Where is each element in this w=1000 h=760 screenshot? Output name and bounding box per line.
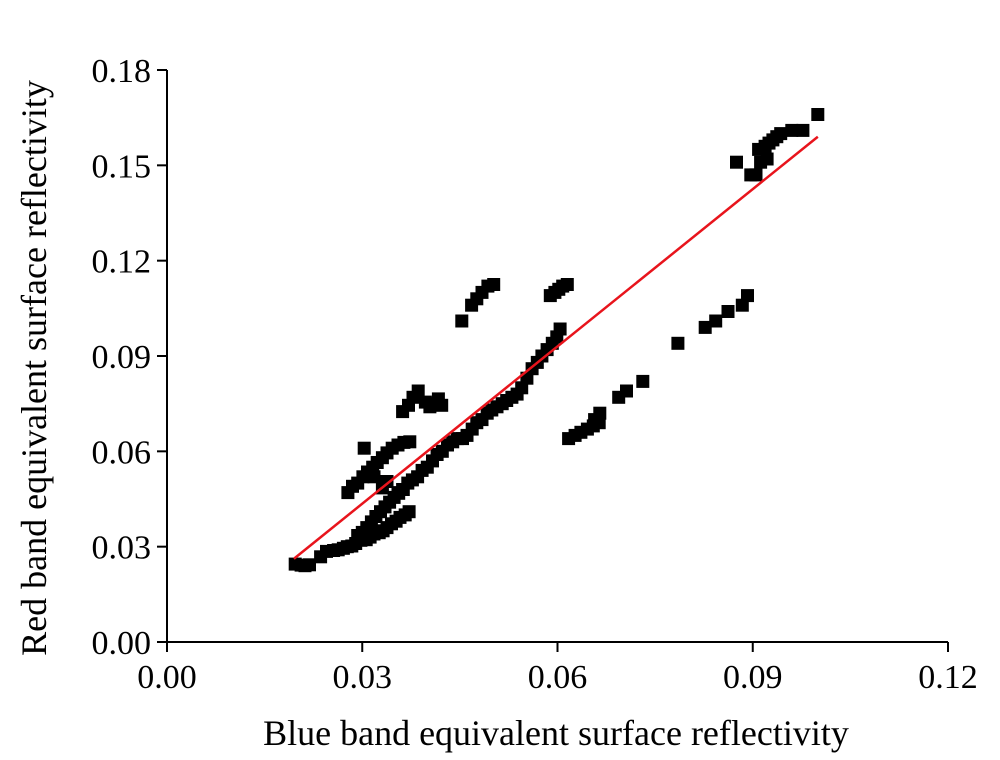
data-point	[741, 289, 754, 303]
x-tick-label: 0.06	[528, 659, 588, 696]
data-point	[636, 374, 650, 388]
y-axis-title: Red band equivalent surface reflectivity	[14, 80, 54, 656]
data-point	[593, 406, 607, 420]
data-point	[698, 320, 712, 334]
data-point	[620, 384, 633, 398]
y-tick-label: 0.09	[92, 339, 152, 376]
data-point	[367, 470, 381, 484]
data-point	[721, 305, 735, 318]
x-tick-label: 0.12	[918, 659, 978, 696]
data-point	[303, 558, 316, 572]
x-tick-label: 0.09	[723, 659, 783, 696]
data-point	[785, 123, 799, 137]
x-tick-label: 0.00	[137, 659, 197, 696]
data-point	[435, 398, 449, 412]
y-tick-label: 0.15	[92, 148, 152, 185]
data-point	[487, 278, 501, 291]
data-point	[709, 314, 723, 328]
data-point	[403, 435, 417, 449]
data-point	[560, 278, 574, 291]
axes	[166, 70, 948, 643]
data-point	[411, 384, 425, 398]
y-tick-label: 0.03	[92, 530, 152, 567]
data-point	[402, 505, 416, 519]
data-point	[730, 155, 743, 169]
data-point	[811, 108, 825, 121]
data-points	[288, 108, 825, 573]
data-point	[760, 152, 774, 166]
data-point	[553, 322, 567, 336]
y-tick-label: 0.06	[92, 434, 152, 471]
data-point	[749, 168, 763, 182]
data-point	[796, 123, 810, 137]
data-point	[774, 127, 788, 141]
fit-line-layer	[293, 135, 819, 560]
data-point	[357, 441, 371, 455]
tick-marks: 0.00 0.03 0.06 0.09 0.12 0.00 0.03 0.06 0.09 0.12…	[92, 53, 978, 696]
y-tick-label: 0.00	[92, 625, 152, 662]
data-point	[671, 336, 685, 350]
y-tick-label: 0.18	[92, 53, 152, 90]
regression-line	[293, 135, 819, 560]
data-point	[455, 314, 469, 328]
y-tick-label: 0.12	[92, 244, 152, 281]
data-point	[380, 475, 394, 488]
x-axis-title: Blue band equivalent surface reflectivit…	[263, 713, 849, 753]
x-tick-label: 0.03	[333, 659, 393, 696]
